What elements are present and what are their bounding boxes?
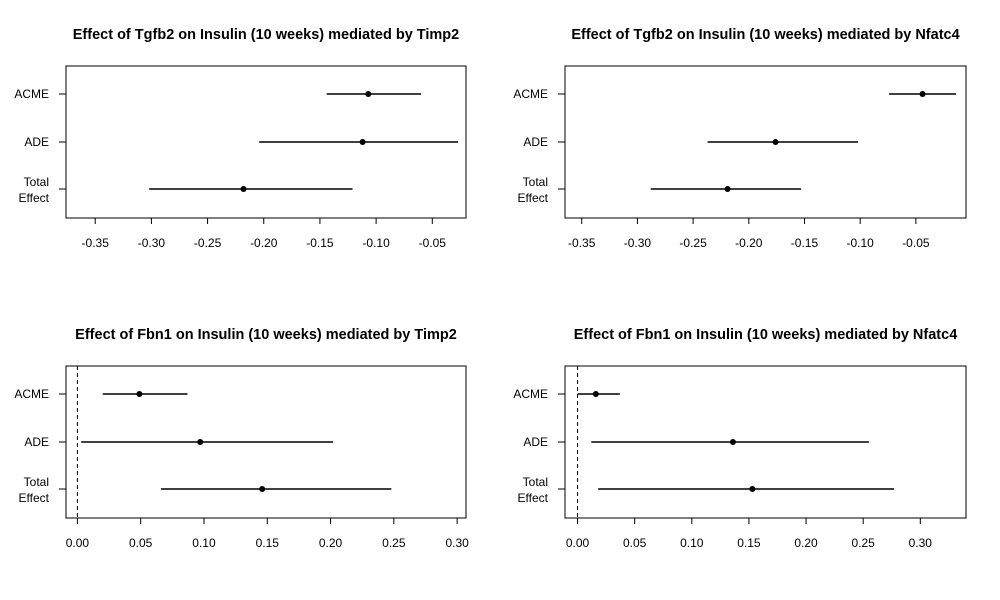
y-category-label: ADE: [523, 135, 548, 149]
x-tick-label: 0.25: [851, 536, 875, 550]
y-category-label: ADE: [24, 435, 49, 449]
point-estimate: [240, 186, 247, 192]
x-tick-label: -0.25: [679, 236, 707, 250]
y-category-label: ACME: [14, 87, 49, 101]
chart-panel-1: Effect of Tgfb2 on Insulin (10 weeks) me…: [14, 27, 467, 250]
chart-panel-3: Effect of Fbn1 on Insulin (10 weeks) med…: [14, 327, 469, 550]
x-tick-label: -0.30: [138, 236, 166, 250]
point-estimate: [772, 139, 779, 145]
x-tick-label: 0.10: [192, 536, 216, 550]
x-tick-label: 0.15: [256, 536, 280, 550]
point-estimate: [259, 486, 266, 492]
y-category-label: ACME: [513, 387, 548, 401]
x-tick-label: 0.10: [680, 536, 704, 550]
point-estimate: [724, 186, 731, 192]
x-tick-label: 0.15: [737, 536, 761, 550]
x-tick-label: -0.05: [419, 236, 447, 250]
x-tick-label: -0.20: [735, 236, 763, 250]
x-tick-label: -0.15: [791, 236, 819, 250]
y-category-label-line: Total: [523, 475, 548, 489]
y-category-label: ADE: [523, 435, 548, 449]
y-category-label: ACME: [513, 87, 548, 101]
y-category-label-line: Total: [24, 175, 49, 189]
x-tick-label: 0.30: [909, 536, 933, 550]
x-tick-label: -0.10: [362, 236, 390, 250]
y-category-label-line: Effect: [518, 191, 549, 205]
chart-title: Effect of Tgfb2 on Insulin (10 weeks) me…: [571, 27, 959, 43]
x-tick-label: 0.20: [794, 536, 818, 550]
x-tick-label: -0.15: [306, 236, 334, 250]
x-tick-label: 0.05: [623, 536, 647, 550]
x-tick-label: 0.30: [445, 536, 469, 550]
point-estimate: [919, 91, 926, 97]
x-tick-label: -0.35: [568, 236, 596, 250]
x-tick-label: -0.25: [194, 236, 222, 250]
y-category-label-line: Total: [523, 175, 548, 189]
x-tick-label: -0.05: [902, 236, 930, 250]
y-category-label: ADE: [24, 135, 49, 149]
y-category-label: Total Effect: [518, 475, 549, 505]
y-category-label-line: Effect: [19, 191, 50, 205]
point-estimate: [359, 139, 366, 145]
point-estimate: [749, 486, 756, 492]
y-category-label-line: Total: [24, 475, 49, 489]
chart-title: Effect of Tgfb2 on Insulin (10 weeks) me…: [73, 27, 459, 43]
y-category-label: ACME: [14, 387, 49, 401]
point-estimate: [197, 439, 204, 445]
point-estimate: [365, 91, 372, 97]
y-category-label: Total Effect: [518, 175, 549, 205]
point-estimate: [592, 391, 599, 397]
chart-panel-2: Effect of Tgfb2 on Insulin (10 weeks) me…: [513, 27, 967, 250]
x-tick-label: 0.20: [319, 536, 343, 550]
x-tick-label: 0.00: [66, 536, 90, 550]
x-tick-label: 0.25: [382, 536, 406, 550]
chart-title: Effect of Fbn1 on Insulin (10 weeks) med…: [75, 327, 457, 343]
point-estimate: [729, 439, 736, 445]
chart-panel-4: Effect of Fbn1 on Insulin (10 weeks) med…: [513, 327, 967, 550]
x-tick-label: 0.05: [129, 536, 153, 550]
chart-title: Effect of Fbn1 on Insulin (10 weeks) med…: [574, 327, 958, 343]
y-category-label-line: Effect: [518, 491, 549, 505]
point-estimate: [136, 391, 143, 397]
x-tick-label: 0.00: [566, 536, 590, 550]
y-category-label-line: Effect: [19, 491, 50, 505]
y-category-label: Total Effect: [19, 475, 50, 505]
y-category-label: Total Effect: [19, 175, 50, 205]
x-tick-label: -0.30: [624, 236, 652, 250]
x-tick-label: -0.35: [82, 236, 110, 250]
x-tick-label: -0.10: [847, 236, 875, 250]
x-tick-label: -0.20: [250, 236, 278, 250]
